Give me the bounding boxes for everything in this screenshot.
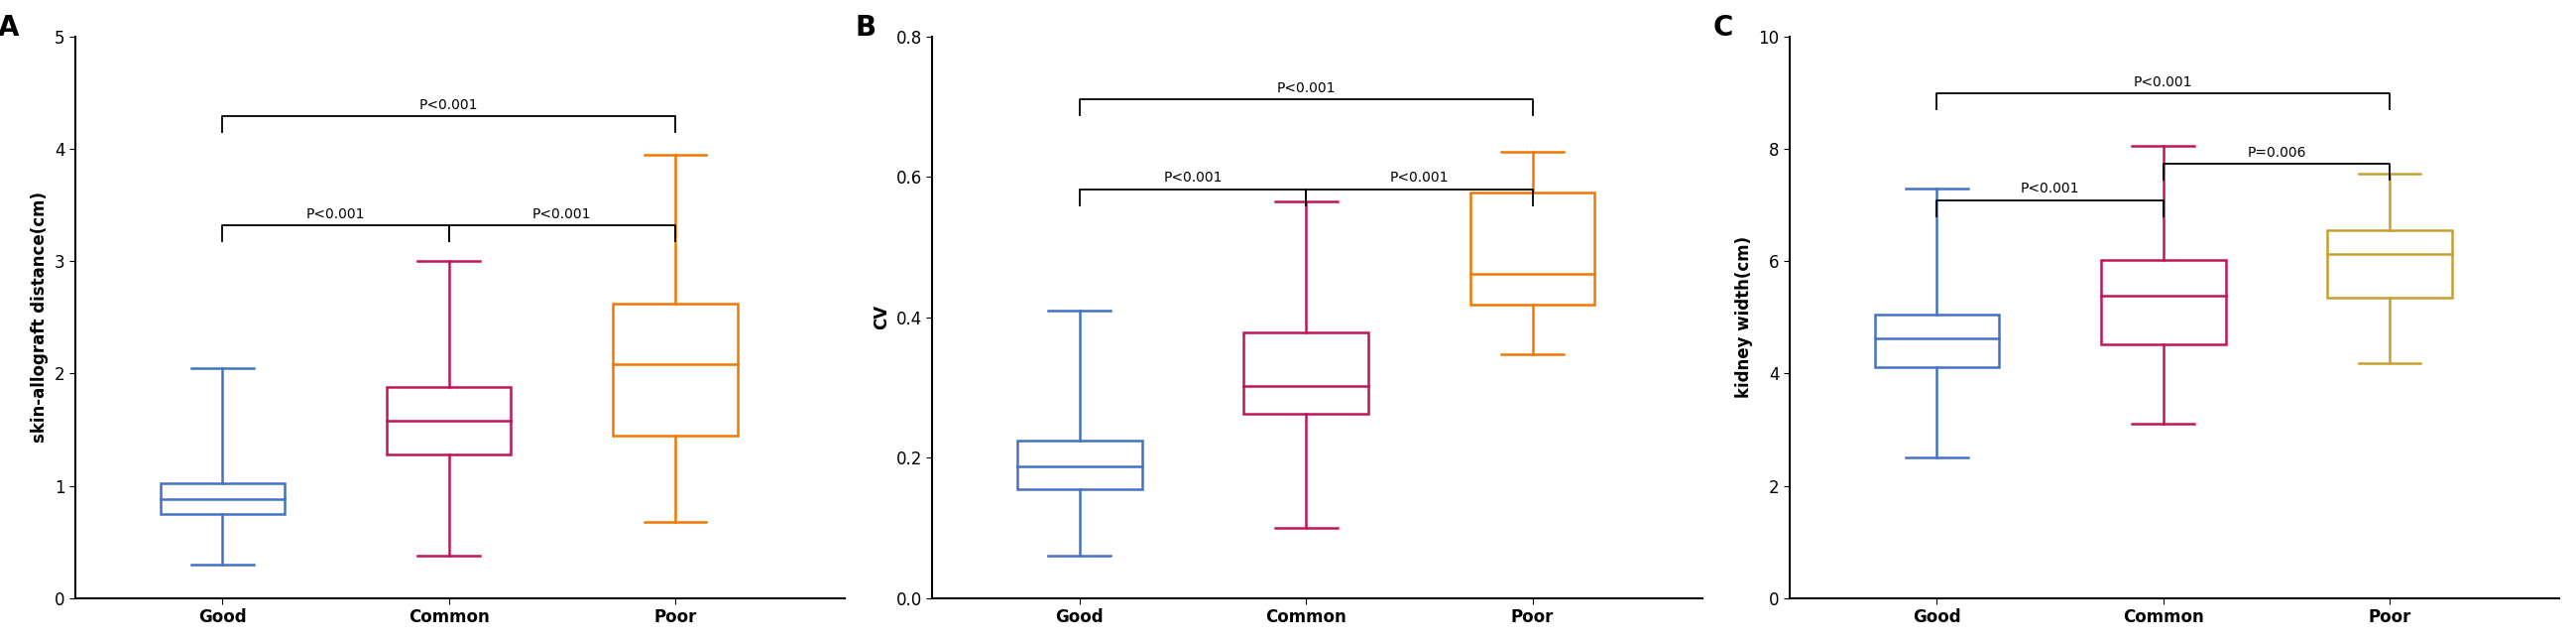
Text: B: B	[855, 14, 876, 42]
Bar	[1018, 440, 1141, 489]
Text: C: C	[1713, 14, 1734, 42]
Y-axis label: skin-allograft distance(cm): skin-allograft distance(cm)	[31, 192, 49, 443]
Text: P<0.001: P<0.001	[2020, 182, 2079, 196]
Bar	[1471, 192, 1595, 305]
Text: P<0.001: P<0.001	[1164, 171, 1224, 185]
Text: P<0.001: P<0.001	[533, 207, 592, 221]
Bar	[160, 484, 286, 514]
Text: P<0.001: P<0.001	[307, 207, 366, 221]
Text: P<0.001: P<0.001	[2133, 75, 2192, 89]
Bar	[2326, 230, 2452, 298]
Text: A: A	[0, 14, 21, 42]
Text: P<0.001: P<0.001	[420, 98, 479, 112]
Bar	[613, 303, 737, 435]
Text: P<0.001: P<0.001	[1388, 171, 1448, 185]
Bar	[1875, 314, 1999, 367]
Y-axis label: CV: CV	[873, 305, 891, 330]
Text: P<0.001: P<0.001	[1278, 81, 1334, 95]
Y-axis label: kidney width(cm): kidney width(cm)	[1736, 237, 1752, 398]
Bar	[2102, 260, 2226, 344]
Bar	[386, 387, 510, 455]
Text: P=0.006: P=0.006	[2246, 145, 2306, 159]
Bar	[1244, 333, 1368, 414]
